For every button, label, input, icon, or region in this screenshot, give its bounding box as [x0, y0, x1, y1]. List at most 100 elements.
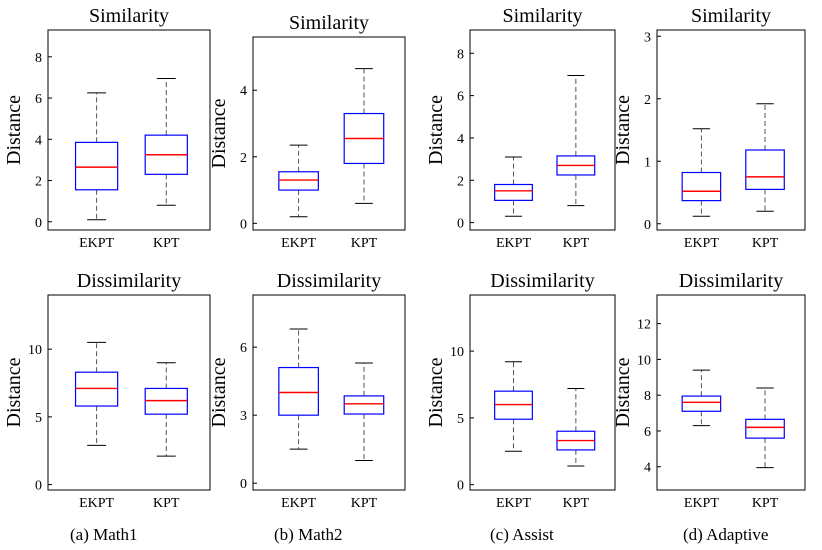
x-category-label: EKPT [79, 496, 114, 511]
y-tick-label: 0 [457, 479, 464, 494]
y-tick-label: 3 [240, 409, 247, 424]
y-tick-label: 8 [644, 389, 651, 404]
panel-4: Similarity Distance 0 1 2 3 EKPT KPT [612, 5, 806, 251]
y-axis-label: Distance [425, 357, 447, 427]
box-kpt [556, 75, 596, 207]
y-tick-label: 0 [240, 477, 247, 492]
x-category-label: EKPT [496, 496, 531, 511]
panel-title: Similarity [503, 5, 583, 27]
box-kpt [556, 387, 596, 467]
iqr-box [278, 171, 319, 191]
iqr-box [278, 366, 319, 416]
plot-frame [656, 29, 806, 231]
panel-title: Similarity [691, 5, 771, 27]
box-ekpt [681, 128, 722, 217]
box-kpt [343, 362, 385, 462]
x-category-label: KPT [351, 236, 378, 251]
y-tick-label: 2 [240, 151, 247, 166]
iqr-box [74, 141, 119, 191]
y-tick-label: 6 [644, 425, 651, 440]
subfigure-caption: (b) Math2 [274, 525, 342, 544]
y-axis-label: Distance [3, 357, 25, 427]
y-tick-label: 10 [637, 353, 651, 368]
y-tick-label: 0 [644, 218, 651, 233]
y-tick-label: 10 [450, 345, 464, 360]
y-tick-label: 4 [457, 132, 464, 147]
x-category-label: KPT [752, 496, 779, 511]
panel-2: Similarity Distance 0 2 4 EKPT KPT [208, 12, 406, 251]
box-kpt [745, 387, 785, 469]
y-tick-label: 8 [35, 51, 42, 66]
plot-frame [252, 36, 406, 231]
y-tick-label: 2 [35, 175, 42, 190]
subfigure-caption: (a) Math1 [70, 525, 138, 544]
x-category-label: KPT [563, 496, 590, 511]
y-tick-label: 2 [457, 174, 464, 189]
panel-title: Similarity [289, 12, 369, 34]
plot-frame [47, 29, 211, 231]
box-ekpt [74, 92, 119, 221]
panel-6: Dissimilarity Distance 0 3 6 EKPT KPT [208, 270, 406, 511]
y-tick-label: 3 [644, 30, 651, 45]
y-tick-label: 6 [457, 90, 464, 105]
x-category-label: KPT [153, 236, 180, 251]
box-ekpt [74, 341, 119, 446]
plot-frame [47, 294, 211, 491]
y-tick-label: 12 [637, 318, 651, 333]
subfigure-caption: (d) Adaptive [683, 525, 768, 544]
x-category-label: KPT [153, 496, 180, 511]
box-ekpt [494, 156, 533, 217]
x-category-label: EKPT [496, 236, 531, 251]
panel-8: Dissimilarity Distance 4 6 8 10 12 EKPT KPT [612, 270, 806, 511]
y-tick-label: 5 [457, 412, 464, 427]
x-category-label: KPT [563, 236, 590, 251]
iqr-box [681, 171, 722, 202]
y-tick-label: 1 [644, 155, 651, 170]
y-axis-label: Distance [208, 357, 230, 427]
plot-frame [656, 294, 806, 491]
x-category-label: KPT [351, 496, 378, 511]
plot-frame [252, 294, 406, 491]
y-tick-label: 0 [35, 479, 42, 494]
panel-title: Dissimilarity [77, 270, 181, 292]
panel-1: Similarity Distance 0 2 4 6 8 EKPT KPT [3, 5, 211, 251]
y-tick-label: 4 [35, 133, 42, 148]
box-ekpt [278, 328, 319, 450]
box-ekpt [278, 144, 319, 218]
y-axis-label: Distance [208, 98, 230, 168]
x-category-label: EKPT [281, 496, 316, 511]
panel-title: Dissimilarity [277, 270, 381, 292]
y-tick-label: 8 [457, 47, 464, 62]
iqr-box [745, 149, 785, 190]
box-kpt [745, 103, 785, 212]
y-tick-label: 6 [35, 92, 42, 107]
box-ekpt [494, 361, 533, 452]
box-kpt [144, 362, 188, 457]
panel-title: Dissimilarity [679, 270, 783, 292]
iqr-box [494, 183, 533, 201]
iqr-box [745, 418, 785, 439]
iqr-box [343, 395, 385, 415]
y-tick-label: 0 [240, 217, 247, 232]
panel-5: Dissimilarity Distance 0 5 10 EKPT KPT [3, 270, 211, 511]
y-tick-label: 10 [28, 343, 42, 358]
y-tick-label: 4 [240, 84, 247, 99]
box-ekpt [681, 369, 722, 427]
panel-7: Dissimilarity Distance 0 5 10 EKPT KPT [425, 270, 616, 511]
y-tick-label: 6 [240, 341, 247, 356]
y-axis-label: Distance [612, 95, 634, 165]
x-category-label: KPT [752, 236, 779, 251]
y-tick-label: 0 [457, 217, 464, 232]
plot-frame [469, 29, 616, 231]
y-axis-label: Distance [425, 95, 447, 165]
x-category-label: EKPT [79, 236, 114, 251]
box-kpt [144, 77, 188, 206]
box-kpt [343, 68, 385, 204]
panel-3: Similarity Distance 0 2 4 6 8 EKPT KPT [425, 5, 616, 251]
y-tick-label: 0 [35, 216, 42, 231]
panel-title: Similarity [89, 5, 169, 27]
y-axis-label: Distance [3, 95, 25, 165]
y-axis-label: Distance [612, 357, 634, 427]
subfigure-caption: (c) Assist [490, 525, 554, 544]
